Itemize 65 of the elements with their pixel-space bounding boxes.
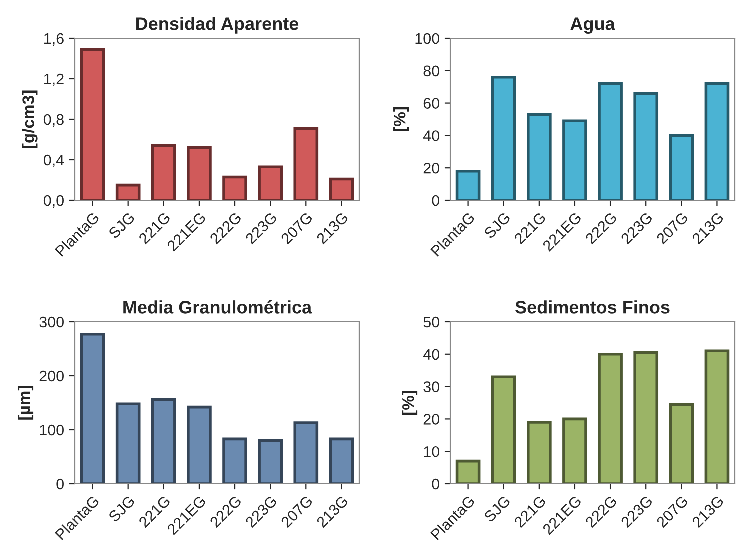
bar bbox=[562, 120, 588, 200]
y-axis-title: [µm] bbox=[18, 386, 34, 420]
x-tick-label: SJG bbox=[484, 212, 511, 240]
x-tick-label: SJG bbox=[484, 496, 511, 523]
y-tick-label: 300 bbox=[40, 316, 64, 328]
bar bbox=[456, 170, 481, 200]
y-tick-label: 0,0 bbox=[44, 195, 64, 208]
bar bbox=[116, 184, 141, 200]
y-axis-title: [g/cm3] bbox=[22, 90, 38, 148]
bar bbox=[704, 350, 730, 484]
bar bbox=[151, 398, 176, 484]
y-tick-label: 200 bbox=[40, 370, 64, 382]
y-tick-label: 20 bbox=[424, 162, 440, 174]
bar bbox=[634, 92, 659, 200]
bar bbox=[456, 460, 481, 484]
bar bbox=[598, 353, 623, 484]
bar bbox=[527, 113, 552, 200]
y-axis-title: [%] bbox=[394, 107, 410, 132]
y-tick-label: 10 bbox=[424, 446, 440, 458]
bar bbox=[80, 48, 106, 200]
bar bbox=[187, 146, 212, 200]
y-tick-label: 20 bbox=[424, 414, 440, 425]
y-tick-label: 0 bbox=[432, 195, 440, 206]
y-tick-label: 40 bbox=[423, 349, 440, 360]
bar bbox=[598, 82, 623, 200]
bar bbox=[329, 178, 354, 200]
x-tick-label: SJG bbox=[108, 212, 136, 240]
chart-title: Media Granulométrica bbox=[124, 300, 312, 314]
y-axis-title: [%] bbox=[402, 390, 418, 416]
y-tick-label: 1,6 bbox=[44, 33, 64, 46]
bar bbox=[527, 421, 552, 484]
bar bbox=[222, 176, 248, 200]
bar bbox=[80, 333, 106, 484]
y-tick-label: 60 bbox=[424, 98, 440, 109]
y-tick-label: 100 bbox=[416, 33, 440, 44]
y-tick-label: 50 bbox=[424, 316, 440, 328]
bar bbox=[116, 402, 141, 484]
bar bbox=[491, 76, 516, 200]
bar bbox=[704, 82, 730, 200]
x-tick-label: SJG bbox=[108, 496, 136, 523]
y-tick-label: 100 bbox=[40, 424, 64, 436]
y-tick-label: 0 bbox=[432, 478, 440, 490]
bar bbox=[222, 438, 248, 484]
chart-title: Sedimentos Finos bbox=[516, 300, 670, 314]
y-tick-label: 1,2 bbox=[44, 74, 64, 86]
bar bbox=[669, 134, 694, 200]
y-tick-label: 0 bbox=[56, 478, 64, 490]
bar bbox=[258, 439, 283, 484]
bar bbox=[187, 406, 212, 484]
bar bbox=[294, 422, 319, 484]
bar bbox=[294, 127, 319, 200]
bar bbox=[562, 418, 588, 484]
bar bbox=[491, 376, 516, 484]
y-tick-label: 0,8 bbox=[44, 114, 64, 127]
bar bbox=[151, 144, 176, 200]
bar bbox=[258, 166, 283, 200]
bar bbox=[634, 351, 659, 484]
y-tick-label: 30 bbox=[424, 382, 440, 392]
bar bbox=[669, 403, 694, 484]
y-tick-label: 40 bbox=[423, 130, 440, 142]
y-tick-label: 80 bbox=[424, 66, 440, 77]
bar bbox=[329, 438, 354, 484]
chart-title: Densidad Aparente bbox=[136, 17, 299, 34]
chart-title: Agua bbox=[570, 18, 616, 34]
y-tick-label: 0,4 bbox=[44, 154, 64, 168]
